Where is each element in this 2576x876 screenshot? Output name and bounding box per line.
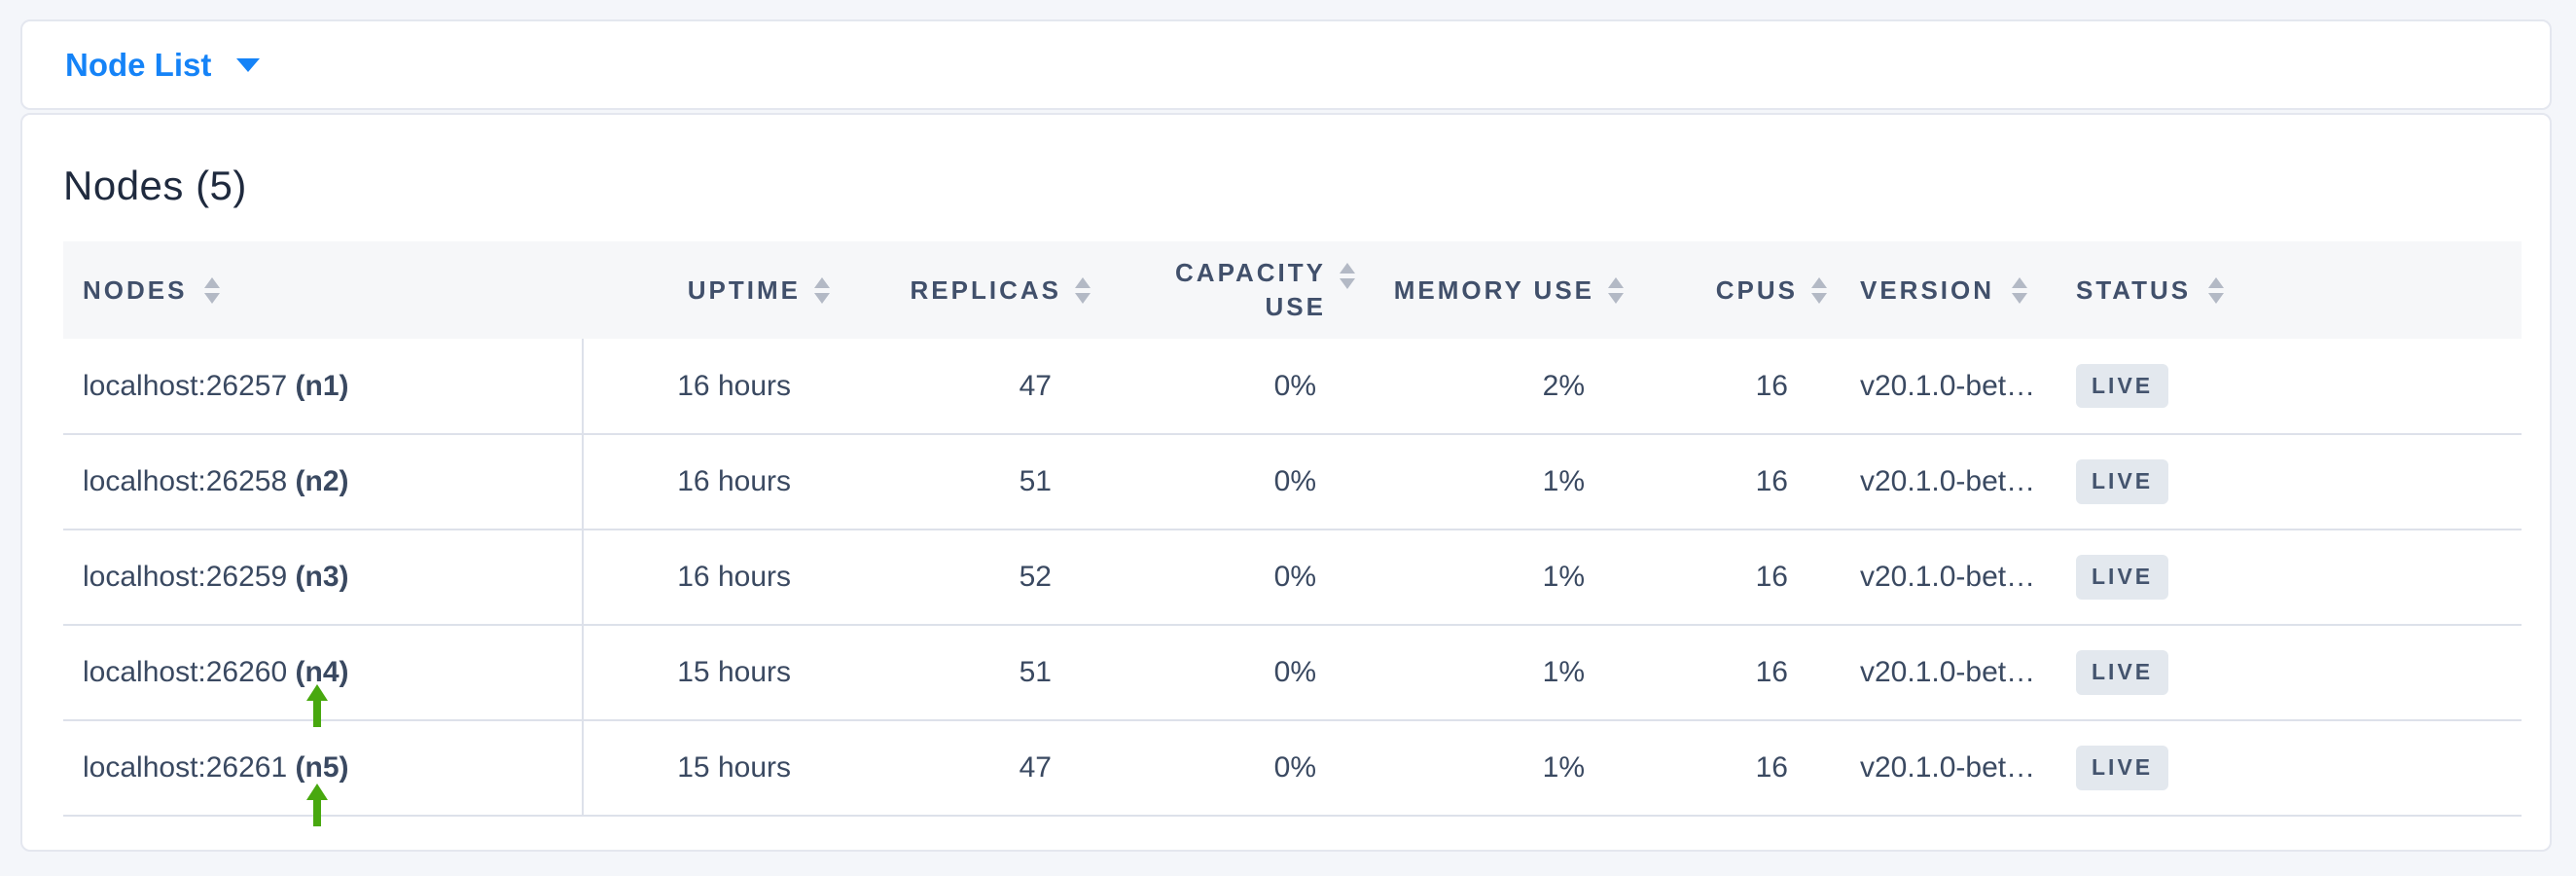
sort-icon <box>1811 276 1827 304</box>
table-row: localhost:26259 (n3) 16 hours 52 0% 1% 1… <box>63 529 2522 626</box>
replicas-cell: 47 <box>814 720 1075 817</box>
status-cell: LIVE <box>2057 625 2522 721</box>
memory-use-cell: 1% <box>1340 720 1608 817</box>
node-list-dropdown-bar: Node List <box>20 19 2552 110</box>
nodes-card: Nodes (5) NODES UPTIME REPLICAS <box>20 113 2552 852</box>
uptime-cell: 15 hours <box>583 720 814 817</box>
status-badge: LIVE <box>2076 363 2169 409</box>
version-cell: v20.1.0-bet… <box>1811 529 2057 626</box>
column-header-label: MEMORY USE <box>1393 274 1594 305</box>
column-header-label: REPLICAS <box>910 274 1061 305</box>
capacity-use-cell: 0% <box>1075 529 1340 626</box>
sort-icon <box>2012 276 2028 304</box>
node-address-cell[interactable]: localhost:26261 (n5) <box>63 720 584 817</box>
uptime-cell: 16 hours <box>583 434 814 530</box>
version-cell: v20.1.0-bet… <box>1811 720 2057 817</box>
version-cell: v20.1.0-bet… <box>1811 434 2057 530</box>
table-row: localhost:26261 (n5) 15 hours 47 0% 1% 1… <box>63 720 2522 817</box>
cpus-cell: 16 <box>1608 625 1811 721</box>
status-cell: LIVE <box>2057 529 2522 626</box>
node-id: (n5) <box>295 751 349 784</box>
sort-icon <box>1608 276 1624 304</box>
node-address-cell[interactable]: localhost:26260 (n4) <box>63 625 584 721</box>
chevron-down-icon <box>236 57 261 72</box>
sort-icon <box>1340 263 1355 289</box>
column-header-capacity-use[interactable]: CAPACITY USE <box>1075 241 1355 339</box>
memory-use-cell: 2% <box>1340 339 1608 435</box>
replicas-cell: 47 <box>814 339 1075 435</box>
status-badge: LIVE <box>2076 650 2169 695</box>
status-badge: LIVE <box>2076 555 2169 600</box>
sort-icon <box>204 276 221 304</box>
table-row: localhost:26258 (n2) 16 hours 51 0% 1% 1… <box>63 434 2522 530</box>
node-address-cell[interactable]: localhost:26257 (n1) <box>63 339 584 435</box>
column-header-version[interactable]: VERSION <box>1811 241 2057 339</box>
page-title: Nodes (5) <box>63 163 247 208</box>
column-header-status[interactable]: STATUS <box>2057 241 2522 339</box>
node-id: (n2) <box>295 465 349 497</box>
column-header-uptime[interactable]: UPTIME <box>583 241 830 339</box>
node-address-cell[interactable]: localhost:26258 (n2) <box>63 434 584 530</box>
node-id: (n4) <box>295 656 349 688</box>
replicas-cell: 51 <box>814 625 1075 721</box>
status-cell: LIVE <box>2057 434 2522 530</box>
uptime-cell: 15 hours <box>583 625 814 721</box>
capacity-use-cell: 0% <box>1075 720 1340 817</box>
version-cell: v20.1.0-bet… <box>1811 339 2057 435</box>
replicas-cell: 51 <box>814 434 1075 530</box>
cpus-cell: 16 <box>1608 339 1811 435</box>
capacity-use-cell: 0% <box>1075 339 1340 435</box>
status-cell: LIVE <box>2057 339 2522 435</box>
status-badge: LIVE <box>2076 459 2169 504</box>
column-header-memory-use[interactable]: MEMORY USE <box>1340 241 1624 339</box>
cpus-cell: 16 <box>1608 434 1811 530</box>
sort-icon <box>1075 276 1091 304</box>
capacity-use-cell: 0% <box>1075 434 1340 530</box>
memory-use-cell: 1% <box>1340 529 1608 626</box>
uptime-cell: 16 hours <box>583 339 814 435</box>
status-cell: LIVE <box>2057 720 2522 817</box>
capacity-use-cell: 0% <box>1075 625 1340 721</box>
column-header-label: NODES <box>83 274 188 305</box>
node-address-cell[interactable]: localhost:26259 (n3) <box>63 529 584 626</box>
node-list-dropdown[interactable]: Node List <box>65 46 261 84</box>
table-row: localhost:26257 (n1) 16 hours 47 0% 2% 1… <box>63 339 2522 435</box>
cpus-cell: 16 <box>1608 529 1811 626</box>
column-header-label: UPTIME <box>687 274 801 305</box>
node-list-dropdown-label: Node List <box>65 46 212 83</box>
column-header-label: CAPACITY USE <box>1175 257 1326 321</box>
node-id: (n1) <box>295 369 349 402</box>
column-header-cpus[interactable]: CPUS <box>1608 241 1827 339</box>
column-header-label: CPUS <box>1715 274 1798 305</box>
column-header-label: VERSION <box>1860 274 1995 305</box>
memory-use-cell: 1% <box>1340 434 1608 530</box>
sort-icon <box>814 276 830 304</box>
uptime-cell: 16 hours <box>583 529 814 626</box>
cpus-cell: 16 <box>1608 720 1811 817</box>
node-id: (n3) <box>295 561 349 593</box>
sort-icon <box>2208 276 2225 304</box>
status-badge: LIVE <box>2076 746 2169 790</box>
column-header-nodes[interactable]: NODES <box>63 241 583 339</box>
version-cell: v20.1.0-bet… <box>1811 625 2057 721</box>
memory-use-cell: 1% <box>1340 625 1608 721</box>
table-header-row: NODES UPTIME REPLICAS CAPACITY USE MEMOR… <box>63 241 2522 339</box>
column-header-replicas[interactable]: REPLICAS <box>814 241 1091 339</box>
column-header-label: STATUS <box>2076 274 2192 305</box>
replicas-cell: 52 <box>814 529 1075 626</box>
nodes-table: NODES UPTIME REPLICAS CAPACITY USE MEMOR… <box>63 241 2522 817</box>
table-row: localhost:26260 (n4) 15 hours 51 0% 1% 1… <box>63 625 2522 721</box>
